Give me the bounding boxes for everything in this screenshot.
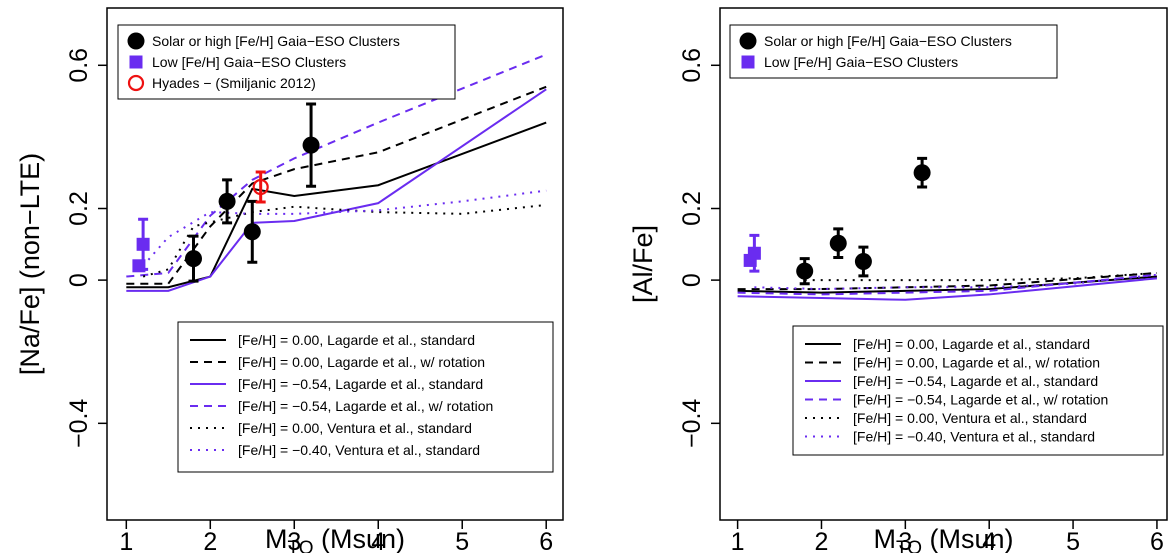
legend-label: Low [Fe/H] Gaia−ESO Clusters bbox=[764, 54, 958, 70]
plot-area bbox=[126, 53, 547, 292]
model-line bbox=[126, 121, 547, 289]
legend-label: [Fe/H] = 0.00, Lagarde et al., w/ rotati… bbox=[238, 354, 485, 370]
x-axis-label: MTO (Msun) bbox=[873, 524, 1013, 553]
x-tick-label: 3 bbox=[287, 528, 301, 553]
legend: [Fe/H] = 0.00, Lagarde et al., standard [… bbox=[177, 321, 554, 473]
y-tick-label: 0.6 bbox=[678, 48, 706, 83]
marker bbox=[302, 136, 320, 154]
x-tick-label: 6 bbox=[1150, 528, 1164, 553]
legend-box bbox=[177, 321, 554, 473]
legend: Solar or high [Fe/H] Gaia−ESO Clusters Lo… bbox=[117, 24, 456, 100]
x-tick-label: 3 bbox=[898, 528, 912, 553]
x-tick-label: 2 bbox=[203, 528, 217, 553]
legend-box bbox=[117, 24, 456, 100]
marker bbox=[127, 74, 145, 92]
marker bbox=[252, 178, 269, 196]
legend-label: [Fe/H] = −0.54, Lagarde et al., w/ rotat… bbox=[853, 392, 1108, 408]
legend-label: Hyades − (Smiljanic 2012) bbox=[152, 75, 316, 91]
plot-frame bbox=[719, 7, 1168, 521]
marker bbox=[218, 192, 236, 210]
legend-label: [Fe/H] = −0.54, Lagarde et al., standard bbox=[853, 373, 1098, 389]
legend: Solar or high [Fe/H] Gaia−ESO Clusters Lo… bbox=[729, 24, 1058, 79]
legend-label: Low [Fe/H] Gaia−ESO Clusters bbox=[152, 54, 346, 70]
marker bbox=[243, 223, 261, 241]
marker bbox=[129, 55, 143, 69]
x-tick-label: 4 bbox=[371, 528, 385, 553]
plot-area bbox=[737, 156, 1158, 301]
y-tick-label: −0.4 bbox=[678, 399, 706, 448]
marker bbox=[829, 234, 847, 252]
marker bbox=[796, 262, 814, 280]
y-tick-label: 0.2 bbox=[65, 191, 93, 226]
legend-label: [Fe/H] = 0.00, Lagarde et al., standard bbox=[238, 332, 475, 348]
x-axis-label-part: (Msun) bbox=[922, 524, 1014, 553]
y-tick-label: −0.4 bbox=[65, 399, 93, 448]
panel: 1 2 3 4 5 6 −0.4 0 0.2 0.6 [Na/Fe] (non−LTE) MTO (M… bbox=[15, 7, 564, 553]
model-line bbox=[804, 271, 1158, 282]
legend-label: [Fe/H] = −0.40, Ventura et al., standard bbox=[853, 429, 1095, 445]
model-line bbox=[126, 85, 547, 285]
legend-label: [Fe/H] = 0.00, Ventura et al., standard bbox=[238, 420, 472, 436]
x-axis-label-part: TO bbox=[287, 538, 313, 553]
y-tick-label: 0.2 bbox=[678, 191, 706, 226]
error-bar bbox=[255, 170, 266, 204]
legend-label: Solar or high [Fe/H] Gaia−ESO Clusters bbox=[152, 33, 400, 49]
legend-label: [Fe/H] = −0.40, Ventura et al., standard bbox=[238, 442, 480, 458]
model-line bbox=[737, 275, 1158, 294]
y-axis-label: [Na/Fe] (non−LTE) bbox=[15, 153, 45, 375]
legend-box bbox=[729, 24, 1058, 79]
x-axis-label: MTO (Msun) bbox=[265, 524, 405, 553]
x-axis-label-part: (Msun) bbox=[314, 524, 406, 553]
plot-frame bbox=[106, 7, 564, 521]
legend: [Fe/H] = 0.00, Lagarde et al., standard [… bbox=[792, 325, 1164, 456]
legend-label: [Fe/H] = −0.54, Lagarde et al., w/ rotat… bbox=[238, 398, 493, 414]
model-line bbox=[126, 53, 547, 278]
x-axis-label-part: M bbox=[873, 524, 896, 553]
marker bbox=[127, 32, 145, 50]
legend-label: [Fe/H] = −0.54, Lagarde et al., standard bbox=[238, 376, 483, 392]
x-tick-label: 5 bbox=[455, 528, 469, 553]
legend-label: Solar or high [Fe/H] Gaia−ESO Clusters bbox=[764, 33, 1012, 49]
x-tick-label: 5 bbox=[1066, 528, 1080, 553]
legend-label: [Fe/H] = 0.00, Lagarde et al., w/ rotati… bbox=[853, 355, 1100, 371]
x-axis-label-part: TO bbox=[896, 538, 922, 553]
y-tick-label: 0 bbox=[678, 273, 706, 287]
marker bbox=[184, 250, 202, 268]
y-axis-label: [Al/Fe] bbox=[628, 225, 658, 303]
marker bbox=[913, 164, 931, 182]
x-tick-label: 1 bbox=[731, 528, 745, 553]
x-tick-label: 1 bbox=[119, 528, 133, 553]
legend-label: [Fe/H] = 0.00, Ventura et al., standard bbox=[853, 410, 1087, 426]
model-line bbox=[754, 273, 1158, 291]
legend-label: [Fe/H] = 0.00, Lagarde et al., standard bbox=[853, 336, 1090, 352]
marker bbox=[747, 246, 761, 260]
marker bbox=[741, 55, 755, 69]
x-tick-label: 4 bbox=[982, 528, 996, 553]
y-tick-label: 0 bbox=[65, 273, 93, 287]
legend-box bbox=[792, 325, 1164, 456]
y-tick-label: 0.6 bbox=[65, 48, 93, 83]
x-tick-label: 2 bbox=[815, 528, 829, 553]
marker bbox=[739, 32, 757, 50]
panel: 1 2 3 4 5 6 −0.4 0 0.2 0.6 [Al/Fe] MTO (Msun) Solar … bbox=[628, 7, 1168, 553]
model-line bbox=[142, 189, 547, 267]
marker bbox=[854, 252, 872, 270]
model-line bbox=[142, 203, 547, 278]
x-axis-label-part: M bbox=[265, 524, 288, 553]
model-line bbox=[737, 277, 1158, 301]
x-tick-label: 6 bbox=[539, 528, 553, 553]
marker bbox=[136, 237, 150, 251]
